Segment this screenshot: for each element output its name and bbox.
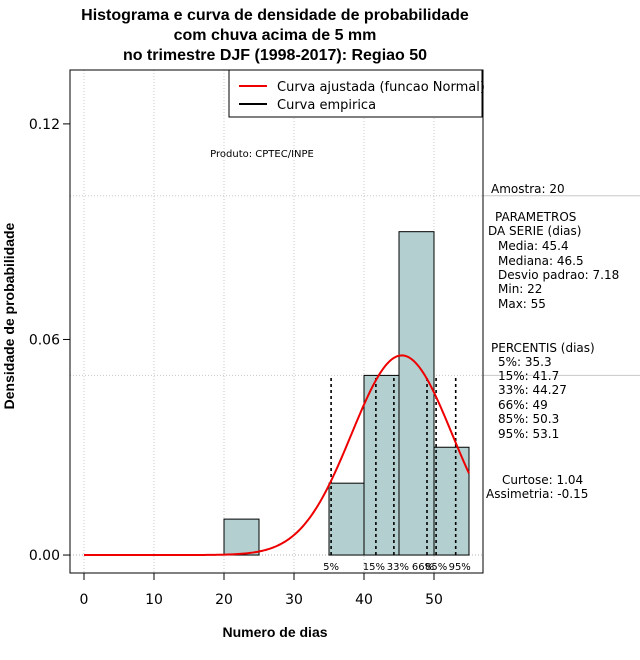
x-tick-label: 50 bbox=[425, 592, 443, 608]
y-tick-label: 0.12 bbox=[29, 117, 60, 133]
y-tick-label: 0.06 bbox=[29, 332, 60, 348]
param-media: Media: 45.4 bbox=[498, 239, 569, 253]
percentile-label: 85% bbox=[425, 562, 447, 573]
x-tick-label: 10 bbox=[145, 592, 163, 608]
y-tick-label: 0.00 bbox=[29, 548, 60, 564]
x-axis-label: Numero de dias bbox=[222, 624, 328, 640]
percentil-33: 33%: 44.27 bbox=[498, 383, 567, 397]
percentil-85: 85%: 50.3 bbox=[498, 412, 560, 426]
percentil-95: 95%: 53.1 bbox=[498, 427, 560, 441]
percentis-title: PERCENTIS (dias) bbox=[491, 341, 595, 355]
x-tick-label: 40 bbox=[355, 592, 373, 608]
x-tick-label: 0 bbox=[80, 592, 89, 608]
curtose-text: Curtose: 1.04 bbox=[502, 473, 584, 487]
y-axis-label: Densidade de probabilidade bbox=[1, 222, 17, 410]
percentil-5: 5%: 35.3 bbox=[498, 355, 552, 369]
param-mediana: Mediana: 46.5 bbox=[498, 254, 584, 268]
histogram-bar bbox=[398, 231, 435, 556]
histogram-bar bbox=[328, 482, 365, 556]
percentile-label: 5% bbox=[323, 562, 339, 573]
product-annotation: Produto: CPTEC/INPE bbox=[210, 149, 314, 160]
sample-size-text: Amostra: 20 bbox=[491, 182, 565, 196]
chart-title-line-1: Histograma e curva de densidade de proba… bbox=[81, 7, 469, 24]
assimetria-text: Assimetria: -0.15 bbox=[486, 487, 589, 501]
x-tick-label: 20 bbox=[215, 592, 233, 608]
histogram-bar bbox=[223, 518, 260, 556]
param-max: Max: 55 bbox=[498, 297, 546, 311]
parametros-title-1: PARAMETROS bbox=[495, 210, 577, 224]
percentile-label: 66% bbox=[412, 562, 434, 573]
parametros-title-2: DA SERIE (dias) bbox=[488, 224, 582, 238]
param-desvio: Desvio padrao: 7.18 bbox=[498, 268, 620, 282]
percentile-label: 95% bbox=[449, 562, 471, 573]
percentil-66: 66%: 49 bbox=[498, 398, 548, 412]
param-min: Min: 22 bbox=[498, 282, 543, 296]
normal-fit-curve bbox=[84, 354, 470, 557]
histogram-bar bbox=[433, 446, 470, 556]
chart-title-line-2: com chuva acima de 5 mm bbox=[173, 27, 377, 44]
legend-box bbox=[228, 69, 483, 118]
chart-title-line-3: no trimestre DJF (1998-2017): Regiao 50 bbox=[122, 47, 428, 64]
legend-label: Curva ajustada (funcao Normal) bbox=[277, 80, 485, 95]
percentile-label: 33% bbox=[387, 562, 409, 573]
x-tick-label: 30 bbox=[285, 592, 303, 608]
histogram-bar bbox=[363, 374, 400, 556]
percentil-15: 15%: 41.7 bbox=[498, 369, 560, 383]
legend-label: Curva empirica bbox=[277, 98, 376, 113]
percentile-label: 15% bbox=[363, 562, 385, 573]
